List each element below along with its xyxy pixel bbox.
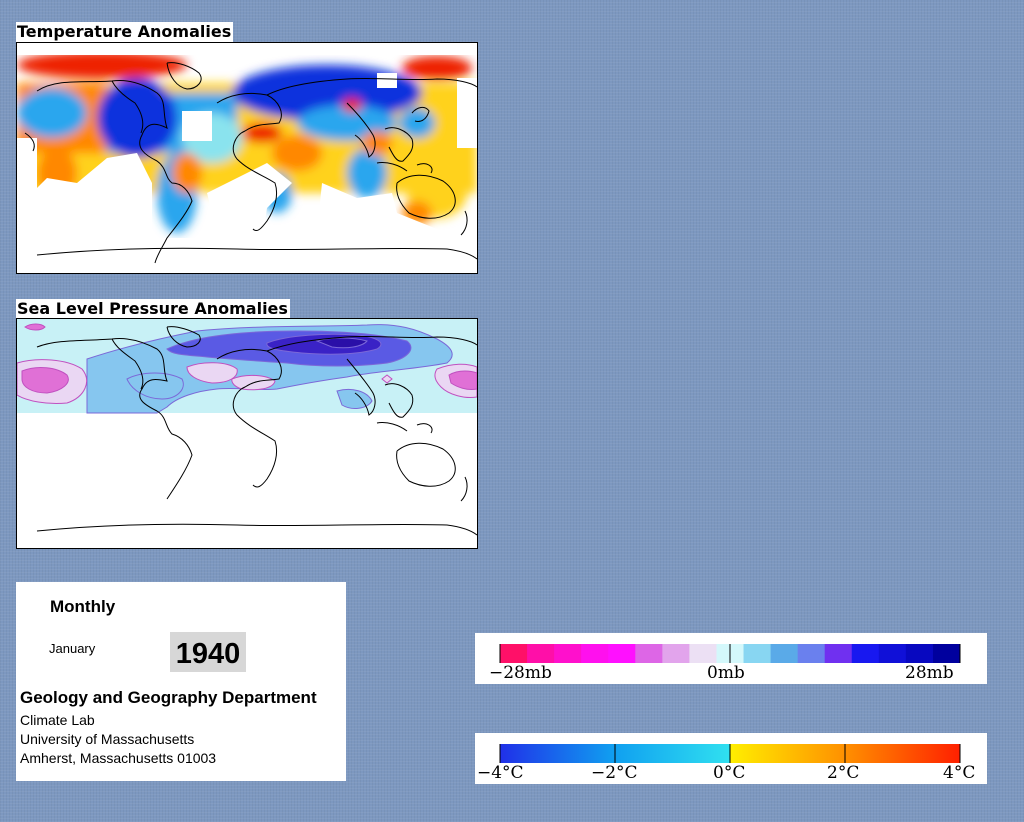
pressure-swatch <box>608 644 636 663</box>
pressure-high-nw <box>24 323 46 331</box>
pressure-swatch <box>635 644 663 663</box>
pressure-swatch <box>500 644 528 663</box>
temp-cool-americas <box>97 78 177 158</box>
pressure-swatch <box>662 644 690 663</box>
temp-warm-africa2 <box>272 135 322 171</box>
pressure-legend: −28mb 0mb 28mb <box>475 633 987 684</box>
temp-warm-india <box>362 131 392 155</box>
pressure-legend-label-max: 28mb <box>905 663 954 683</box>
pressure-swatch <box>824 644 853 663</box>
pressure-swatch <box>797 644 826 663</box>
pressure-swatch <box>905 644 934 663</box>
temp-cool-pacific <box>17 88 87 138</box>
pressure-legend-label-zero: 0mb <box>707 663 745 683</box>
pressure-low-india <box>336 388 373 409</box>
pressure-strong-high-pacific-e <box>448 370 477 390</box>
pressure-swatch <box>527 644 555 663</box>
temp-warm-mideast <box>342 98 362 112</box>
temp-warm-arctic-east <box>402 56 472 80</box>
temp-cool-indian <box>347 148 387 198</box>
pressure-swatch <box>689 644 717 663</box>
temp-warm-samerica <box>172 153 202 193</box>
temperature-legend-label-zero: 0°C <box>713 763 745 783</box>
pressure-legend-ticks <box>499 644 961 663</box>
lab-name: Climate Lab <box>20 712 95 728</box>
temperature-legend-label-minus2: −2°C <box>591 763 638 783</box>
temperature-anomaly-map <box>16 42 478 274</box>
pressure-swatch <box>932 644 961 663</box>
temp-no-data <box>17 43 477 273</box>
temperature-legend-label-minus4: −4°C <box>477 763 524 783</box>
temperature-legend-label-2: 2°C <box>827 763 859 783</box>
pressure-anomaly-map <box>16 318 478 549</box>
pressure-swatch <box>878 644 907 663</box>
pressure-swatch <box>581 644 609 663</box>
frequency-label: Monthly <box>50 597 116 616</box>
address: Amherst, Massachusetts 01003 <box>20 750 217 766</box>
pressure-map-title: Sea Level Pressure Anomalies <box>16 299 290 319</box>
pressure-strong-high-pacific <box>21 367 69 394</box>
temperature-map-title: Temperature Anomalies <box>16 22 234 42</box>
temperature-legend-ticks <box>499 744 961 763</box>
pressure-color-scale <box>500 644 961 663</box>
month-label: January <box>49 641 96 656</box>
pressure-coastlines <box>36 326 477 536</box>
pressure-swatch <box>554 644 582 663</box>
temp-warm-africa <box>242 123 282 143</box>
department-name: Geology and Geography Department <box>20 688 317 707</box>
pressure-swatch <box>851 644 880 663</box>
info-panel: Monthly January 1940 Geology and Geograp… <box>16 582 346 781</box>
temperature-legend: −4°C −2°C 0°C 2°C 4°C <box>475 733 987 784</box>
temp-warm-arctic <box>17 51 187 79</box>
temp-coastlines <box>24 62 477 264</box>
year-highlight <box>170 632 246 672</box>
pressure-high-small <box>381 374 393 384</box>
temp-cool-japan <box>399 108 435 138</box>
year-label: 1940 <box>175 638 241 670</box>
pressure-swatch <box>743 644 772 663</box>
pressure-legend-label-min: −28mb <box>489 663 552 683</box>
temperature-legend-label-4: 4°C <box>943 763 975 783</box>
pressure-swatch <box>770 644 799 663</box>
university-name: University of Massachusetts <box>20 731 195 747</box>
pressure-low-atlantic <box>126 372 184 400</box>
